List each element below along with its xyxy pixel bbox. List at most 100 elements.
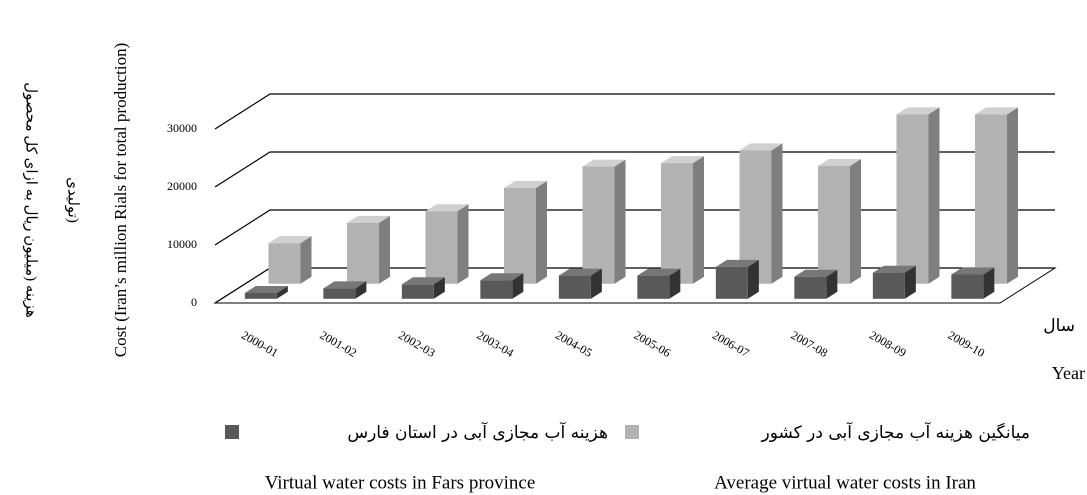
bar xyxy=(401,277,445,299)
bar-top xyxy=(794,269,838,277)
bar xyxy=(425,204,469,284)
bar xyxy=(480,273,524,299)
legend-label: هزینه آب مجازی آبی در استان فارس xyxy=(347,421,608,443)
x-label: Year xyxy=(1052,363,1085,383)
bar-front xyxy=(951,274,984,299)
bar-top xyxy=(896,107,940,115)
bar-top xyxy=(347,215,390,223)
bar-side xyxy=(590,268,602,299)
bar xyxy=(244,286,288,299)
bar-top xyxy=(661,156,704,164)
bar-side xyxy=(904,265,916,299)
legend-label: میانگین هزینه آب مجازی آبی در کشور xyxy=(760,421,1030,443)
bar-front xyxy=(425,211,458,284)
legend-label-en: Virtual water costs in Fars province xyxy=(265,472,536,493)
bar-side xyxy=(379,215,390,284)
x-tick-label: 2005-06 xyxy=(632,328,674,360)
bar-side xyxy=(536,181,547,284)
bar-front xyxy=(661,163,693,284)
bar-front xyxy=(818,166,850,284)
bar-side xyxy=(826,269,838,299)
y-tick-label: 20000 xyxy=(167,179,197,193)
grid-line xyxy=(214,151,1055,188)
bar-side xyxy=(747,259,759,299)
bar xyxy=(661,156,704,284)
bar-top xyxy=(582,159,626,167)
bar-front xyxy=(323,288,356,299)
bar-front xyxy=(794,276,827,299)
bar-top xyxy=(715,259,759,267)
bar-side xyxy=(983,267,995,299)
bar-side xyxy=(669,268,681,299)
bar-front xyxy=(268,243,301,284)
x-tick-label: 2003-04 xyxy=(475,328,517,360)
bar xyxy=(975,107,1018,284)
bar-side xyxy=(355,281,367,299)
x-tick-label: 2000-01 xyxy=(239,328,281,360)
bar-side xyxy=(512,273,524,299)
bar xyxy=(896,107,940,284)
x-label-fa: سال xyxy=(1043,316,1075,335)
bar-side xyxy=(457,204,469,284)
y-label-fa: تولیدی) xyxy=(65,177,81,223)
x-tick-label: 2009-10 xyxy=(946,328,988,360)
bar xyxy=(951,267,995,299)
bar xyxy=(323,281,367,299)
bar-front xyxy=(715,266,748,299)
bar-top xyxy=(951,267,995,275)
bar xyxy=(818,159,861,284)
bar-side xyxy=(300,236,312,284)
bar-side xyxy=(433,277,445,299)
legend-swatch xyxy=(225,425,239,439)
bar-front xyxy=(558,275,591,299)
bar-side xyxy=(928,107,940,284)
x-tick-label: 2008-09 xyxy=(867,328,909,360)
y-tick-label: 0 xyxy=(191,295,197,309)
bar-front xyxy=(637,275,670,299)
grid-line xyxy=(214,209,1055,246)
bar-side xyxy=(614,159,626,284)
x-tick-label: 2007-08 xyxy=(789,328,831,360)
bar-front xyxy=(896,114,929,284)
bar-top xyxy=(425,204,469,212)
x-tick-label: 2006-07 xyxy=(710,328,752,360)
bar-top xyxy=(739,143,783,151)
x-tick-label: 2004-05 xyxy=(553,328,595,360)
bar-top xyxy=(268,236,312,244)
bar-top xyxy=(401,277,445,285)
bar xyxy=(504,181,547,284)
x-tick-label: 2001-02 xyxy=(318,328,360,360)
bar xyxy=(558,268,602,299)
bar xyxy=(794,269,838,299)
bar-side xyxy=(771,143,783,284)
bar xyxy=(582,159,626,284)
bar-side xyxy=(1007,107,1018,284)
bar-top xyxy=(323,281,367,289)
bar xyxy=(715,259,759,299)
bar-top xyxy=(480,273,524,281)
grid-line xyxy=(214,93,1055,130)
bar-side xyxy=(693,156,704,284)
bar xyxy=(347,215,390,284)
bar-side xyxy=(850,159,861,284)
bar-top xyxy=(872,265,916,273)
bar xyxy=(268,236,312,284)
y-tick-label: 10000 xyxy=(167,237,197,251)
bar-top xyxy=(244,286,288,293)
y-label: Cost (Iran’s million Rials for total pro… xyxy=(111,43,130,357)
bar-top xyxy=(558,268,602,276)
bar-front xyxy=(401,284,434,299)
bar xyxy=(637,268,681,299)
bar-top xyxy=(637,268,681,276)
x-tick-label: 2002-03 xyxy=(396,328,438,360)
bar-front xyxy=(582,166,615,284)
bar-top xyxy=(504,181,547,189)
bar-top xyxy=(975,107,1018,115)
bar-front xyxy=(504,188,536,284)
legend-label-en: Average virtual water costs in Iran xyxy=(714,472,976,493)
bar-front xyxy=(347,222,379,284)
bar-front xyxy=(872,272,905,299)
y-tick-label: 30000 xyxy=(167,121,197,135)
bar-side xyxy=(276,286,288,299)
